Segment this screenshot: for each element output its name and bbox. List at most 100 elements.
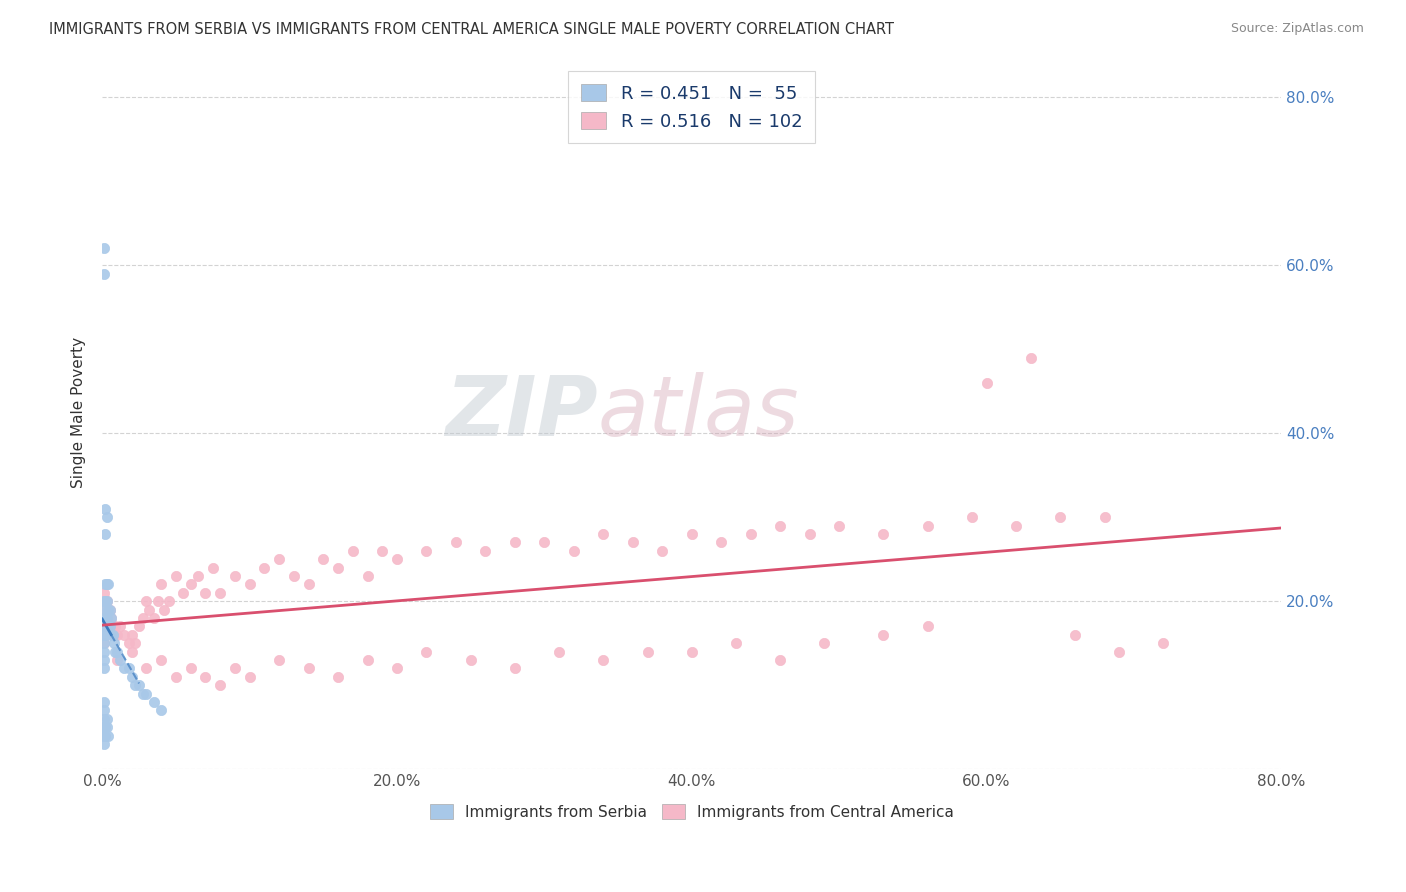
Point — [710, 535, 733, 549]
Point — [267, 552, 290, 566]
Point — [94, 501, 117, 516]
Point — [93, 594, 115, 608]
Point — [1005, 518, 1028, 533]
Point — [297, 577, 319, 591]
Point — [103, 628, 125, 642]
Point — [101, 619, 124, 633]
Point — [533, 535, 555, 549]
Point — [157, 594, 180, 608]
Point — [415, 544, 437, 558]
Point — [224, 569, 246, 583]
Point — [474, 544, 496, 558]
Point — [96, 510, 118, 524]
Point — [93, 704, 115, 718]
Point — [297, 661, 319, 675]
Point — [150, 653, 173, 667]
Point — [96, 712, 118, 726]
Point — [239, 577, 262, 591]
Point — [104, 645, 127, 659]
Point — [562, 544, 585, 558]
Point — [1049, 510, 1071, 524]
Point — [112, 661, 135, 675]
Point — [165, 569, 187, 583]
Point — [104, 619, 127, 633]
Point — [118, 661, 141, 675]
Point — [724, 636, 747, 650]
Point — [112, 628, 135, 642]
Point — [93, 602, 115, 616]
Point — [93, 636, 115, 650]
Point — [201, 560, 224, 574]
Point — [917, 619, 939, 633]
Point — [385, 661, 408, 675]
Point — [187, 569, 209, 583]
Point — [976, 376, 998, 390]
Point — [460, 653, 482, 667]
Point — [548, 645, 571, 659]
Point — [740, 527, 762, 541]
Point — [681, 527, 703, 541]
Point — [342, 544, 364, 558]
Point — [681, 645, 703, 659]
Point — [94, 611, 117, 625]
Point — [93, 653, 115, 667]
Point — [97, 602, 120, 616]
Point — [326, 670, 349, 684]
Point — [312, 552, 335, 566]
Point — [93, 619, 115, 633]
Point — [94, 594, 117, 608]
Point — [209, 586, 232, 600]
Point — [1064, 628, 1087, 642]
Point — [1019, 351, 1042, 365]
Point — [194, 586, 217, 600]
Point — [97, 619, 120, 633]
Point — [96, 619, 118, 633]
Point — [96, 619, 118, 633]
Point — [100, 611, 122, 625]
Point — [828, 518, 851, 533]
Point — [1153, 636, 1175, 650]
Text: IMMIGRANTS FROM SERBIA VS IMMIGRANTS FROM CENTRAL AMERICA SINGLE MALE POVERTY CO: IMMIGRANTS FROM SERBIA VS IMMIGRANTS FRO… — [49, 22, 894, 37]
Point — [592, 653, 614, 667]
Point — [153, 602, 176, 616]
Point — [637, 645, 659, 659]
Legend: Immigrants from Serbia, Immigrants from Central America: Immigrants from Serbia, Immigrants from … — [423, 798, 960, 826]
Point — [121, 628, 143, 642]
Text: Source: ZipAtlas.com: Source: ZipAtlas.com — [1230, 22, 1364, 36]
Point — [94, 619, 117, 633]
Point — [94, 594, 117, 608]
Point — [1094, 510, 1116, 524]
Point — [93, 720, 115, 734]
Point — [105, 628, 128, 642]
Point — [96, 594, 118, 608]
Point — [180, 661, 202, 675]
Point — [93, 661, 115, 675]
Point — [621, 535, 644, 549]
Point — [93, 241, 115, 255]
Point — [97, 577, 120, 591]
Point — [150, 577, 173, 591]
Point — [960, 510, 983, 524]
Point — [371, 544, 394, 558]
Point — [326, 560, 349, 574]
Point — [128, 678, 150, 692]
Point — [150, 704, 173, 718]
Point — [101, 628, 124, 642]
Point — [93, 586, 115, 600]
Point — [94, 720, 117, 734]
Point — [100, 628, 122, 642]
Point — [103, 636, 125, 650]
Point — [132, 687, 155, 701]
Point — [93, 611, 115, 625]
Point — [356, 569, 378, 583]
Point — [799, 527, 821, 541]
Point — [503, 661, 526, 675]
Point — [267, 653, 290, 667]
Point — [142, 611, 165, 625]
Point — [209, 678, 232, 692]
Point — [105, 653, 128, 667]
Point — [917, 518, 939, 533]
Point — [592, 527, 614, 541]
Point — [239, 670, 262, 684]
Point — [105, 645, 128, 659]
